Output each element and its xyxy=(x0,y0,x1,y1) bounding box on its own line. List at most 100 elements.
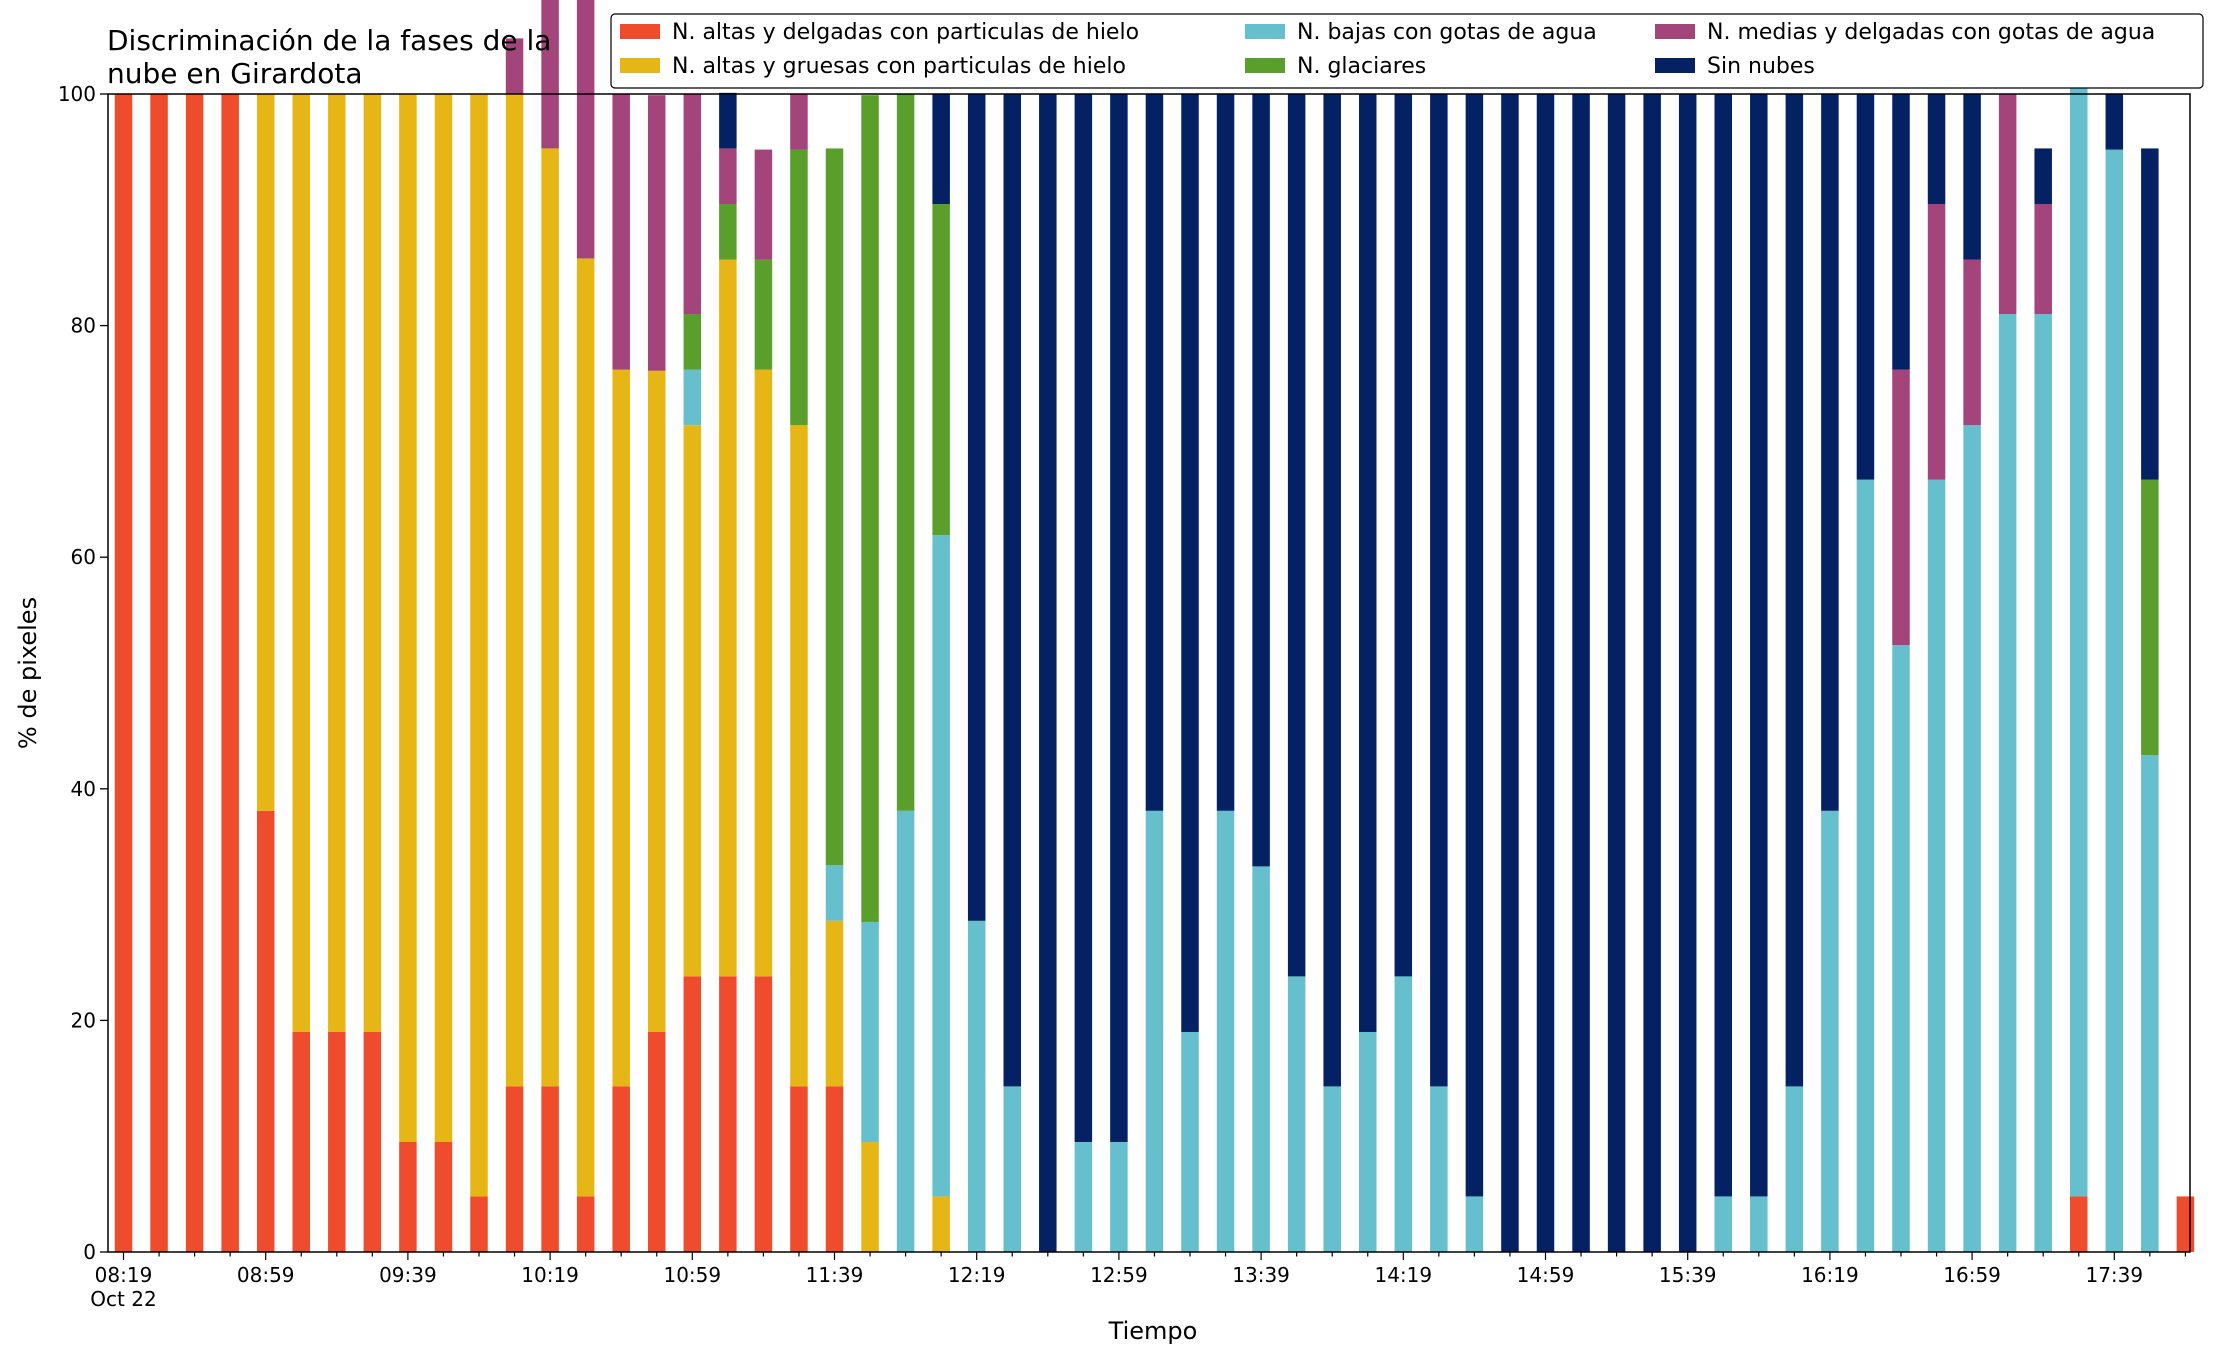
bar-segment-s5-t27 xyxy=(1074,94,1093,1142)
x-tick-label-5: 11:39 xyxy=(806,1263,864,1287)
bar-segment-s5-t36 xyxy=(1394,94,1413,977)
bar-segment-s0-t55 xyxy=(2070,1196,2088,1252)
legend-swatch-1 xyxy=(620,58,660,73)
legend-label-3: N. glaciares xyxy=(1297,54,1426,79)
bar-segment-s3-t19 xyxy=(790,149,808,426)
y-tick-label-0: 0 xyxy=(83,1240,96,1264)
bar-segment-s5-t26 xyxy=(1039,94,1057,1252)
x-tick-label-13: 16:59 xyxy=(1943,1263,2001,1287)
bar-segment-s1-t11 xyxy=(505,94,524,1087)
x-axis-label: Tiempo xyxy=(1108,1317,1198,1345)
bar-segment-s2-t55 xyxy=(2070,38,2088,1197)
bar-segment-s2-t53 xyxy=(1998,314,2017,1252)
bar-segment-s4-t12 xyxy=(541,0,559,149)
bar-segment-s5-t46 xyxy=(1750,94,1768,1197)
bar-segment-s1-t15 xyxy=(648,370,666,1032)
y-axis-label: % de pixeles xyxy=(14,597,42,749)
bar-segment-s5-t40 xyxy=(1536,94,1555,1252)
bar-segment-s4-t51 xyxy=(1927,204,1946,480)
bar-segment-s0-t15 xyxy=(648,1031,666,1252)
bar-segment-s0-t11 xyxy=(505,1086,524,1252)
bar-segment-s1-t6 xyxy=(328,94,346,1032)
bar-segment-s4-t16 xyxy=(683,94,702,315)
bar-segment-s2-t16 xyxy=(683,369,702,426)
bar-segment-s2-t25 xyxy=(1003,1086,1021,1252)
bar-segment-s0-t4 xyxy=(256,810,275,1252)
bar-segment-s1-t7 xyxy=(363,94,382,1032)
bar-segment-s0-t2 xyxy=(185,94,204,1252)
bar-segment-s1-t21 xyxy=(861,1141,879,1252)
legend-label-1: N. altas y gruesas con particulas de hie… xyxy=(672,54,1126,79)
bar-segment-s5-t42 xyxy=(1607,94,1626,1252)
bar-segment-s1-t4 xyxy=(256,94,275,811)
legend: N. altas y delgadas con particulas de hi… xyxy=(610,13,2204,89)
bar-segment-s2-t57 xyxy=(2141,755,2159,1252)
bar-segment-s4-t11 xyxy=(505,38,524,94)
bar-segment-s2-t35 xyxy=(1359,1031,1377,1252)
bar-segment-s4-t54 xyxy=(2034,204,2052,315)
bar-segment-s0-t18 xyxy=(754,976,773,1252)
bar-segment-s5-t33 xyxy=(1287,94,1306,977)
bar-segment-s4-t19 xyxy=(790,94,808,150)
legend-swatch-2 xyxy=(1245,24,1285,39)
legend-swatch-0 xyxy=(620,24,660,39)
bar-segment-s2-t56 xyxy=(2105,149,2124,1253)
bar-segment-s5-t52 xyxy=(1963,94,1981,260)
bar-segment-s2-t30 xyxy=(1181,1031,1199,1252)
bar-segment-s2-t50 xyxy=(1892,645,1910,1252)
bar-segment-s2-t48 xyxy=(1821,810,1839,1252)
bar-segment-s3-t17 xyxy=(719,204,737,260)
legend-label-5: Sin nubes xyxy=(1707,54,1815,79)
bar-segment-s2-t32 xyxy=(1252,866,1270,1252)
bar-segment-s0-t16 xyxy=(683,976,702,1252)
bar-segment-s1-t12 xyxy=(541,148,559,1087)
x-tick-label-12: 16:19 xyxy=(1801,1263,1859,1287)
bar-segment-s5-t29 xyxy=(1145,94,1164,811)
bar-segment-s5-t28 xyxy=(1110,94,1128,1142)
bar-segment-s5-t37 xyxy=(1430,94,1448,1087)
bar-segment-s2-t31 xyxy=(1216,810,1235,1252)
bar-segment-s1-t10 xyxy=(470,94,488,1197)
bar-segment-s0-t3 xyxy=(221,94,239,1252)
bar-segment-s4-t15 xyxy=(648,95,666,371)
bar-segment-s1-t5 xyxy=(292,94,310,1032)
bar-segment-s2-t22 xyxy=(896,810,915,1252)
x-tick-label-0: 08:19 xyxy=(95,1263,153,1287)
bar-segment-s5-t23 xyxy=(932,94,950,205)
bar-segment-s3-t18 xyxy=(754,259,773,370)
chart-title-line-2: nube en Girardota xyxy=(107,57,362,90)
bars-layer xyxy=(114,0,2195,1253)
bar-segment-s0-t14 xyxy=(612,1086,630,1252)
legend-label-4: N. medias y delgadas con gotas de agua xyxy=(1707,20,2155,45)
bar-segment-s4-t50 xyxy=(1892,369,1910,646)
bar-segment-s1-t9 xyxy=(434,94,453,1142)
y-axis: 0 20 40 60 80 100 xyxy=(58,82,108,1264)
legend-swatch-5 xyxy=(1655,58,1695,73)
bar-segment-s1-t16 xyxy=(683,425,702,977)
bar-segment-s5-t47 xyxy=(1785,94,1804,1087)
chart-title-line-1: Discriminación de la fases de la xyxy=(107,24,551,57)
bar-segment-s3-t23 xyxy=(932,204,950,536)
bar-segment-s4-t53 xyxy=(1998,94,2017,315)
bar-segment-s4-t18 xyxy=(754,149,773,260)
bar-segment-s5-t34 xyxy=(1323,94,1341,1087)
bar-segment-s2-t49 xyxy=(1856,479,1875,1252)
plot-frame xyxy=(107,93,2191,1253)
bar-segment-s2-t51 xyxy=(1927,479,1946,1252)
bar-segment-s3-t16 xyxy=(683,314,702,370)
bar-segment-s5-t49 xyxy=(1856,94,1875,480)
bar-segment-s2-t27 xyxy=(1074,1141,1093,1252)
x-tick-label-3: 10:19 xyxy=(521,1263,579,1287)
y-tick-label-1: 20 xyxy=(71,1008,96,1032)
bar-segment-s0-t19 xyxy=(790,1086,808,1252)
bar-segment-s2-t37 xyxy=(1430,1086,1448,1252)
bar-segment-s5-t39 xyxy=(1501,94,1519,1252)
bar-segment-s1-t19 xyxy=(790,425,808,1087)
bar-segment-s2-t36 xyxy=(1394,976,1413,1252)
x-tick-label-6: 12:19 xyxy=(948,1263,1006,1287)
bar-segment-s2-t23 xyxy=(932,535,950,1197)
bar-segment-s0-t58 xyxy=(2176,1196,2195,1252)
bar-segment-s0-t17 xyxy=(719,976,737,1252)
bar-segment-s5-t57 xyxy=(2141,148,2159,480)
